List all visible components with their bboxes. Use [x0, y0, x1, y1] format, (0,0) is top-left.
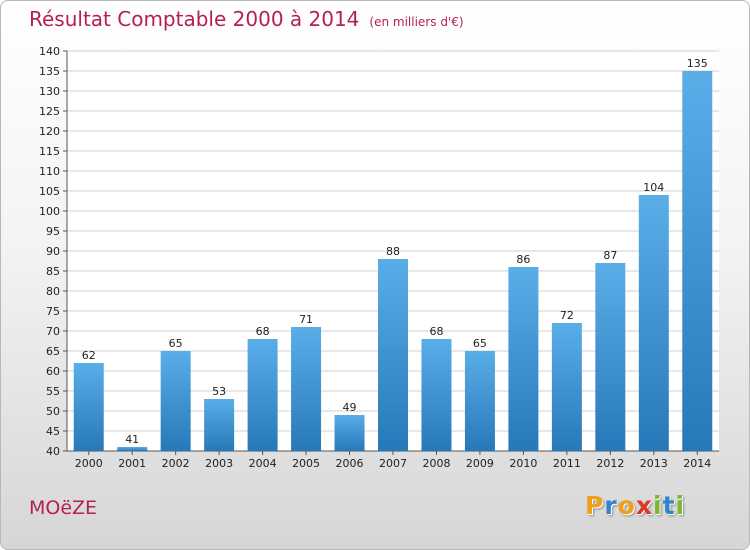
x-tick-label: 2010	[509, 457, 537, 470]
y-tick-label: 105	[39, 185, 60, 198]
y-tick-label: 60	[46, 365, 60, 378]
data-label: 68	[256, 325, 270, 338]
bar	[464, 351, 495, 451]
y-tick-label: 55	[46, 385, 60, 398]
data-label: 65	[169, 337, 183, 350]
x-tick-label: 2007	[379, 457, 407, 470]
data-label: 104	[643, 181, 664, 194]
bar	[421, 339, 452, 451]
bar	[638, 195, 669, 451]
x-tick-label: 2001	[118, 457, 146, 470]
data-label: 86	[516, 253, 530, 266]
y-tick-label: 130	[39, 85, 60, 98]
brand-letter: i	[653, 491, 663, 520]
data-label: 49	[343, 401, 357, 414]
data-label: 135	[687, 57, 708, 70]
y-tick-label: 65	[46, 345, 60, 358]
x-tick-label: 2002	[162, 457, 190, 470]
bar	[247, 339, 278, 451]
data-label: 68	[429, 325, 443, 338]
bar	[117, 447, 148, 451]
data-label: 62	[82, 349, 96, 362]
bar	[160, 351, 191, 451]
bar	[204, 399, 235, 451]
y-tick-label: 75	[46, 305, 60, 318]
data-label: 41	[125, 433, 139, 446]
data-label: 71	[299, 313, 313, 326]
data-label: 88	[386, 245, 400, 258]
y-tick-label: 135	[39, 65, 60, 78]
y-tick-label: 125	[39, 105, 60, 118]
y-tick-label: 50	[46, 405, 60, 418]
x-tick-label: 2012	[596, 457, 624, 470]
y-tick-label: 40	[46, 445, 60, 458]
y-tick-label: 45	[46, 425, 60, 438]
brand-letter: t	[662, 491, 676, 520]
city-name: MOëZE	[29, 497, 98, 519]
x-tick-label: 2011	[553, 457, 581, 470]
y-tick-label: 80	[46, 285, 60, 298]
brand-letter: r	[604, 491, 618, 520]
bar	[508, 267, 539, 451]
chart-title-text: Résultat Comptable 2000 à 2014	[29, 7, 360, 31]
y-tick-label: 90	[46, 245, 60, 258]
bar	[73, 363, 104, 451]
bar	[291, 327, 322, 451]
x-tick-label: 2013	[640, 457, 668, 470]
brand-letter: o	[617, 491, 636, 520]
x-tick-label: 2000	[75, 457, 103, 470]
y-tick-label: 115	[39, 145, 60, 158]
bar	[334, 415, 365, 451]
y-tick-label: 140	[39, 45, 60, 58]
y-tick-label: 100	[39, 205, 60, 218]
data-label: 72	[560, 309, 574, 322]
x-tick-label: 2008	[422, 457, 450, 470]
chart-title: Résultat Comptable 2000 à 2014 (en millie…	[29, 7, 464, 31]
data-label: 87	[603, 249, 617, 262]
bar	[682, 71, 713, 451]
brand-letter: P	[585, 491, 605, 520]
y-tick-label: 110	[39, 165, 60, 178]
brand-letter: x	[635, 491, 653, 520]
bar	[595, 263, 626, 451]
y-tick-label: 85	[46, 265, 60, 278]
chart-subtitle: (en milliers d'€)	[369, 15, 464, 29]
x-tick-label: 2005	[292, 457, 320, 470]
brand-logo: Proxiti	[585, 491, 685, 520]
x-tick-label: 2003	[205, 457, 233, 470]
bar	[378, 259, 408, 451]
brand-letter: i	[675, 491, 686, 520]
y-tick-label: 120	[39, 125, 60, 138]
x-tick-label: 2009	[466, 457, 494, 470]
x-tick-label: 2006	[336, 457, 364, 470]
data-label: 53	[212, 385, 226, 398]
x-tick-label: 2004	[249, 457, 277, 470]
data-label: 65	[473, 337, 487, 350]
y-tick-label: 70	[46, 325, 60, 338]
x-tick-label: 2014	[683, 457, 711, 470]
bar	[551, 323, 582, 451]
y-tick-label: 95	[46, 225, 60, 238]
